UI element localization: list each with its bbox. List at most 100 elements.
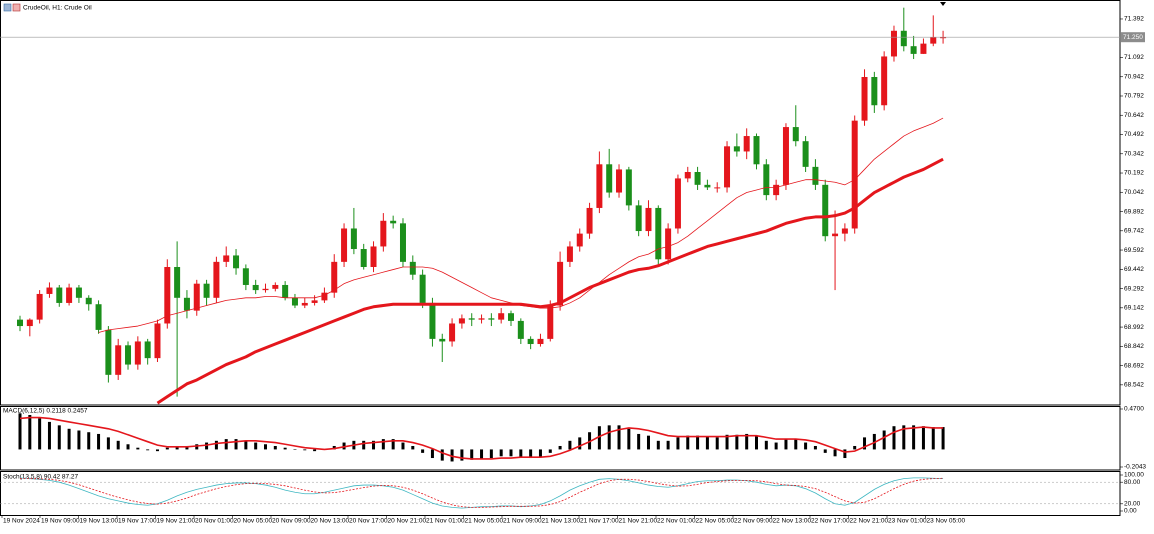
x-tick-label: 21 Nov 17:00 (580, 518, 619, 525)
macd-bar (254, 442, 258, 450)
y-tick-label: 70.192 (1124, 170, 1144, 177)
macd-bar (175, 445, 179, 450)
candle-body (36, 293, 43, 320)
stoch-title: Stoch(13,5,8) 90.42 87.27 (3, 474, 79, 481)
x-tick-label: 20 Nov 01:00 (195, 518, 234, 525)
candle-body (341, 228, 348, 262)
y-tick-label: 69.892 (1124, 208, 1144, 215)
y-tick-label: 0.00 (1124, 508, 1137, 515)
macd-bar (77, 430, 81, 450)
candle-body (900, 30, 907, 47)
macd-bar (764, 440, 768, 450)
y-tick-label: 20.00 (1124, 501, 1141, 508)
macd-bar (332, 445, 336, 450)
macd-bar (882, 430, 886, 450)
macd-bar (480, 449, 484, 459)
candle-body (547, 305, 554, 339)
y-tick-label: 68.692 (1124, 362, 1144, 369)
macd-bar (303, 449, 307, 451)
stoch-panel (0, 471, 1121, 516)
macd-bar (735, 434, 739, 450)
macd-bar (853, 445, 857, 450)
candle-body (17, 319, 23, 327)
candle-body (616, 169, 623, 193)
x-tick-label: 23 Nov 05:00 (927, 518, 966, 525)
macd-bar (705, 436, 709, 450)
macd-bar (18, 413, 22, 450)
candle-body (399, 223, 406, 262)
candle-body (233, 255, 240, 269)
x-tick-label: 21 Nov 21:00 (619, 518, 658, 525)
macd-bar (401, 442, 405, 450)
candle-body (105, 329, 112, 375)
macd-bar (146, 449, 150, 451)
x-tick-label: 22 Nov 01:00 (657, 518, 696, 525)
candle-body (782, 127, 789, 185)
candle-body (134, 341, 141, 365)
macd-bar (372, 440, 376, 450)
x-tick-label: 23 Nov 01:00 (888, 518, 927, 525)
x-tick-label: 21 Nov 01:00 (426, 518, 465, 525)
x-tick-label: 20 Nov 17:00 (349, 518, 388, 525)
macd-bar (843, 449, 847, 459)
x-tick-label: 20 Nov 09:00 (272, 518, 311, 525)
candle-body (203, 283, 210, 298)
y-tick-label: 70.342 (1124, 150, 1144, 157)
x-tick-label: 19 Nov 17:00 (118, 518, 157, 525)
candle-body (390, 220, 397, 224)
macd-bar (47, 421, 51, 450)
macd-bar (313, 449, 317, 452)
candle-body (832, 233, 839, 237)
macd-bar (136, 447, 140, 450)
shift-marker (940, 2, 946, 6)
candle-body (478, 318, 485, 320)
macd-bar (902, 425, 906, 450)
moving-average (156, 157, 944, 405)
macd-bar (440, 449, 444, 461)
macd-bar (460, 449, 464, 461)
x-tick-label: 21 Nov 05:00 (465, 518, 504, 525)
macd-bar (568, 440, 572, 450)
candle-body (125, 345, 132, 365)
macd-bar (794, 439, 798, 450)
macd-bar (391, 439, 395, 450)
x-tick-label: 21 Nov 09:00 (503, 518, 542, 525)
macd-bar (725, 434, 729, 450)
macd-bar (234, 439, 238, 450)
macd-bar (921, 426, 925, 450)
macd-bar (106, 437, 110, 450)
y-tick-label: 0.4700 (1124, 406, 1144, 413)
candle-body (85, 297, 92, 305)
y-tick-label: 100.00 (1124, 472, 1144, 479)
macd-bar (696, 435, 700, 450)
candle-body (174, 266, 181, 298)
macd-bar (87, 432, 91, 450)
candle-body (183, 297, 190, 311)
macd-bar (244, 440, 248, 450)
macd-title: MACD(6,12,5) 0.2118 0.2457 (3, 408, 88, 415)
macd-bar (185, 445, 189, 450)
candle-body (409, 261, 416, 275)
y-tick-label: -0.2043 (1124, 464, 1146, 471)
macd-bar (676, 437, 680, 450)
macd-bar (666, 440, 670, 450)
candle-body (242, 268, 249, 285)
candle-body (350, 228, 357, 250)
macd-bar (411, 445, 415, 450)
y-tick-label: 70.942 (1124, 73, 1144, 80)
y-tick-label: 70.042 (1124, 189, 1144, 196)
macd-bar (529, 449, 533, 459)
macd-bar (804, 442, 808, 450)
current-price-label: 71.250 (1123, 34, 1143, 41)
macd-bar (912, 425, 916, 450)
macd-bar (165, 447, 169, 450)
candle-body (164, 266, 171, 324)
macd-bar (283, 447, 287, 450)
candle-body (458, 318, 465, 324)
chart-title: CrudeOil, H1: Crude Oil (23, 5, 92, 12)
candle-body (26, 319, 33, 327)
macd-bar (470, 449, 474, 460)
candle-body (920, 43, 927, 54)
x-tick-label: 19 Nov 09:00 (41, 518, 80, 525)
candle-body (311, 300, 318, 303)
